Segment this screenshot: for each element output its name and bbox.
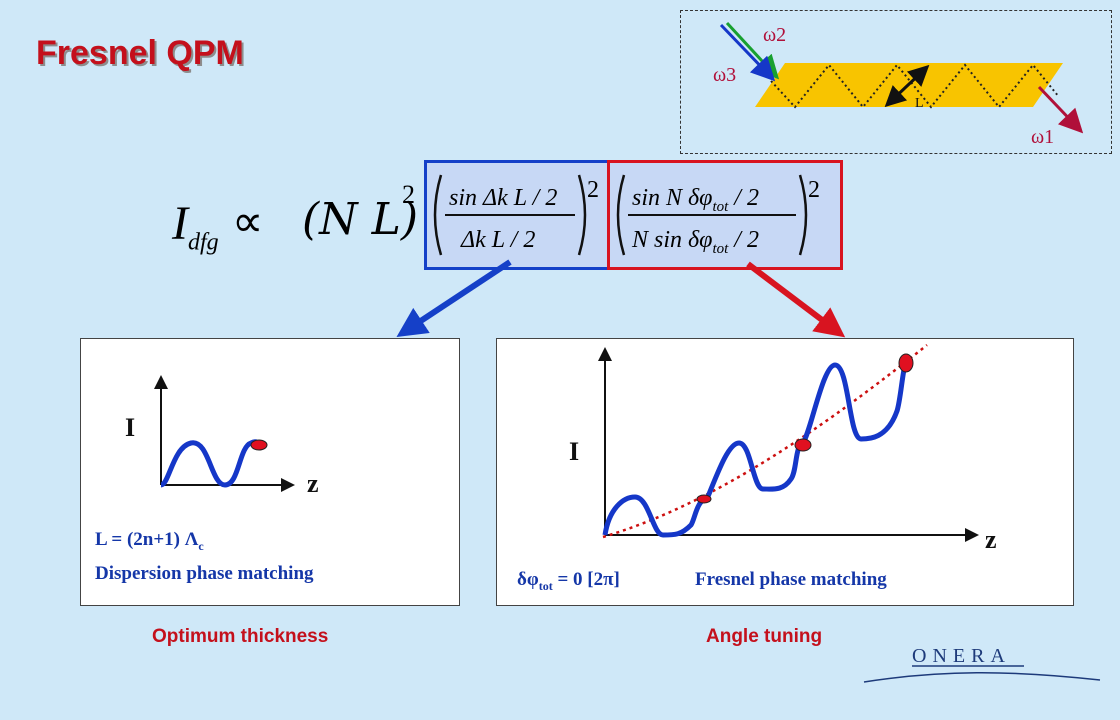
left-y-label: I xyxy=(125,413,136,442)
right-caption: Angle tuning xyxy=(706,626,823,647)
zigzag-beam-path xyxy=(770,63,1060,109)
arrow-to-left-panel xyxy=(396,259,512,337)
left-intensity-curve xyxy=(159,439,262,488)
nl-exponent: 2 xyxy=(402,180,415,209)
left-condition: L = (2n+1) Λc xyxy=(95,529,204,553)
fresnel-term-box: sin N δφtot / 2 N sin δφtot / 2 2 xyxy=(607,160,843,270)
dispersion-term: sin Δk L / 2 Δk L / 2 2 xyxy=(433,174,599,256)
omega1-label: ω1 xyxy=(1031,126,1054,148)
crystal-inset: ω2 ω3 ω1 L xyxy=(680,10,1112,154)
right-y-label: I xyxy=(569,437,580,466)
intensity-subscript: dfg xyxy=(187,229,219,256)
formula-lhs: Idfg xyxy=(172,196,219,257)
beam-omega3-blue xyxy=(719,23,776,82)
left-panel: I z L = (2n+1) Λc Dispersion phase match… xyxy=(80,338,460,606)
nl-term-text: (N L) xyxy=(302,194,419,245)
left-plot xyxy=(154,375,295,492)
right-description: Fresnel phase matching xyxy=(695,569,887,590)
arrow-to-right-panel xyxy=(746,261,846,338)
right-intensity-curve xyxy=(602,358,910,538)
term2-exponent: 2 xyxy=(808,177,820,203)
dispersion-term-box: sin Δk L / 2 Δk L / 2 2 xyxy=(424,160,613,270)
right-plot xyxy=(598,344,979,542)
term1-exponent: 2 xyxy=(587,177,599,203)
term1-denominator: Δk L / 2 xyxy=(460,227,535,253)
term1-numerator: sin Δk L / 2 xyxy=(449,185,557,211)
term2-numerator: sin N δφtot / 2 xyxy=(632,185,759,215)
fresnel-envelope xyxy=(602,344,928,539)
right-x-label: z xyxy=(985,525,997,554)
left-x-label: z xyxy=(307,469,319,498)
right-marker-1 xyxy=(696,494,712,504)
onera-logo-text: ONERA xyxy=(912,645,1011,667)
fresnel-term: sin N δφtot / 2 N sin δφtot / 2 2 xyxy=(616,174,820,257)
right-condition: δφtot = 0 [2π] xyxy=(517,569,620,593)
onera-logo-graphic: ONERA xyxy=(863,645,1101,683)
right-panel: I z δφtot = 0 [2π] Fresnel phase matchin… xyxy=(496,338,1074,606)
slide-title: Fresnel QPM xyxy=(36,34,244,72)
term2-denominator: N sin δφtot / 2 xyxy=(631,227,759,257)
intensity-symbol: I xyxy=(172,197,188,250)
omega3-label: ω3 xyxy=(713,64,736,86)
crystal-diagram: ω2 ω3 ω1 L xyxy=(713,21,1084,148)
length-arrow xyxy=(884,64,930,108)
onera-logo: ONERA xyxy=(860,640,1110,710)
proportional-symbol: ∝ xyxy=(232,197,264,246)
left-caption: Optimum thickness xyxy=(152,626,329,647)
right-marker-3 xyxy=(898,353,914,373)
right-marker-2 xyxy=(794,438,812,452)
beam-omega1-out xyxy=(1037,85,1084,134)
length-label: L xyxy=(915,96,924,111)
omega2-label: ω2 xyxy=(763,24,786,46)
nl-term: (N L) xyxy=(302,194,418,245)
left-marker xyxy=(250,439,268,451)
left-description: Dispersion phase matching xyxy=(95,563,314,584)
